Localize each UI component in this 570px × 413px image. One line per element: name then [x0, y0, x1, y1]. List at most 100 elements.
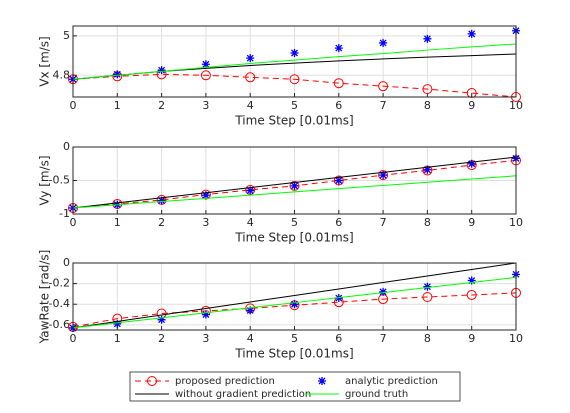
- circle-marker: [422, 292, 433, 303]
- star-marker: [290, 49, 299, 58]
- x-tick-label: 8: [424, 216, 431, 229]
- axes-box: [72, 25, 517, 98]
- series-line: [73, 263, 516, 329]
- circle-marker: [147, 376, 157, 386]
- x-tick-label: 8: [424, 332, 431, 345]
- series-line: [73, 43, 516, 80]
- x-tick-label: 9: [468, 99, 475, 112]
- circle-marker: [333, 78, 344, 89]
- legend-label: proposed prediction: [175, 376, 275, 387]
- y-tick-label: 5: [63, 29, 70, 42]
- x-tick-label: 1: [114, 99, 121, 112]
- y-axis-label: Vx [m/s]: [38, 36, 52, 86]
- x-tick-label: 6: [335, 332, 342, 345]
- x-axis-label: Time Step [0.01ms]: [234, 347, 353, 361]
- legend-label: ground truth: [345, 389, 408, 400]
- circle-marker: [200, 70, 211, 81]
- x-tick-label: 5: [291, 216, 298, 229]
- star-marker: [113, 319, 122, 328]
- y-axis-label: Vy [m/s]: [38, 155, 52, 205]
- series-line: [73, 175, 516, 209]
- y-axis-label: YawRate [rad/s]: [38, 250, 52, 345]
- x-tick-label: 7: [380, 216, 387, 229]
- star-marker: [157, 66, 166, 75]
- x-tick-label: 1: [114, 332, 121, 345]
- y-tick-label: 0: [63, 256, 70, 269]
- star-marker: [157, 315, 166, 324]
- x-axis-label: Time Step [0.01ms]: [234, 231, 353, 245]
- x-tick-label: 7: [380, 99, 387, 112]
- x-tick-label: 3: [202, 332, 209, 345]
- star-marker: [334, 176, 343, 185]
- axes-box: [72, 262, 517, 331]
- x-tick-label: 8: [424, 99, 431, 112]
- y-tick-label: -0.4: [49, 297, 70, 310]
- legend-label: analytic prediction: [345, 376, 438, 387]
- y-tick-label: 0: [63, 140, 70, 153]
- x-tick-label: 2: [158, 332, 165, 345]
- axes-box: [72, 146, 517, 215]
- x-tick-label: 6: [335, 99, 342, 112]
- star-marker: [246, 54, 255, 63]
- circle-marker: [289, 74, 300, 85]
- star-marker: [467, 159, 476, 168]
- star-marker: [467, 276, 476, 285]
- x-tick-label: 0: [70, 216, 77, 229]
- y-tick-label: -0.5: [49, 174, 70, 187]
- star-marker: [467, 29, 476, 38]
- legend-box: [129, 371, 461, 402]
- star-marker: [201, 60, 210, 69]
- circle-marker: [466, 289, 477, 300]
- circle-marker: [422, 84, 433, 95]
- star-marker: [113, 70, 122, 79]
- x-tick-label: 2: [158, 216, 165, 229]
- x-tick-label: 4: [247, 99, 254, 112]
- x-tick-label: 5: [291, 332, 298, 345]
- star-marker: [379, 38, 388, 47]
- star-marker: [379, 171, 388, 180]
- x-tick-label: 10: [509, 99, 523, 112]
- series-line: [73, 73, 516, 97]
- circle-marker: [378, 81, 389, 92]
- series-line: [73, 156, 516, 209]
- x-tick-label: 4: [247, 216, 254, 229]
- star-marker: [318, 377, 326, 385]
- x-axis-label: Time Step [0.01ms]: [234, 114, 353, 128]
- y-tick-label: -1: [59, 207, 70, 220]
- x-tick-label: 9: [468, 216, 475, 229]
- y-tick-label: -0.2: [49, 277, 70, 290]
- star-marker: [379, 287, 388, 296]
- star-marker: [157, 196, 166, 205]
- star-marker: [246, 306, 255, 315]
- x-tick-label: 10: [509, 216, 523, 229]
- circle-marker: [245, 72, 256, 83]
- circle-marker: [378, 170, 389, 181]
- star-marker: [201, 310, 210, 319]
- star-marker: [423, 282, 432, 291]
- circle-marker: [333, 175, 344, 186]
- x-tick-label: 9: [468, 332, 475, 345]
- series-line: [73, 276, 516, 329]
- x-tick-label: 3: [202, 216, 209, 229]
- star-marker: [423, 34, 432, 43]
- star-marker: [423, 165, 432, 174]
- x-tick-label: 10: [509, 332, 523, 345]
- circle-marker: [289, 180, 300, 191]
- x-tick-label: 5: [291, 99, 298, 112]
- x-tick-label: 0: [70, 99, 77, 112]
- x-tick-label: 6: [335, 216, 342, 229]
- x-tick-label: 0: [70, 332, 77, 345]
- star-marker: [201, 191, 210, 200]
- star-marker: [334, 44, 343, 53]
- x-tick-label: 2: [158, 99, 165, 112]
- x-tick-label: 1: [114, 216, 121, 229]
- y-tick-label: -0.6: [49, 318, 70, 331]
- x-tick-label: 4: [247, 332, 254, 345]
- star-marker: [290, 300, 299, 309]
- star-marker: [290, 181, 299, 190]
- x-tick-label: 3: [202, 99, 209, 112]
- legend-label: without gradient prediction: [175, 389, 311, 400]
- y-tick-label: 4.8: [53, 68, 71, 81]
- x-tick-label: 7: [380, 332, 387, 345]
